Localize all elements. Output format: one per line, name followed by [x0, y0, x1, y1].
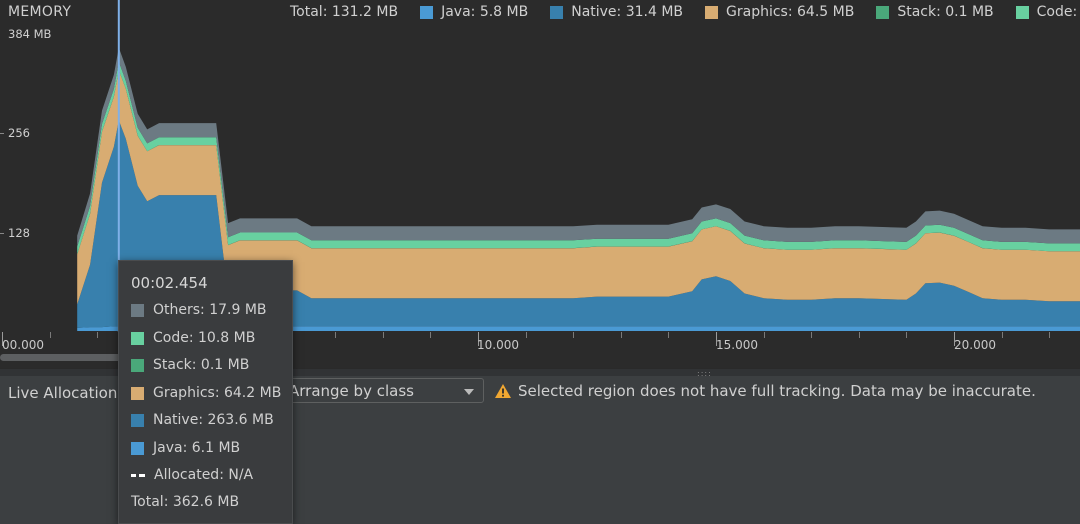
- tooltip-row-label: Native: 263.6 MB: [153, 412, 274, 428]
- x-tick: [97, 332, 98, 338]
- legend-item-graphics: Graphics: 64.5 MB: [705, 4, 854, 20]
- y-tick: [0, 133, 4, 134]
- x-tick: [50, 332, 51, 338]
- tooltip-row-java: Java: 6.1 MB: [131, 440, 240, 456]
- tooltip-row-label: Allocated: N/A: [154, 467, 254, 483]
- tooltip-row-graphics: Graphics: 64.2 MB: [131, 385, 281, 401]
- x-tick-label-10: 10.000: [477, 338, 519, 352]
- legend-label: Native: 31.4 MB: [571, 4, 684, 20]
- splitter[interactable]: [0, 368, 1080, 376]
- x-tick: [2, 332, 3, 346]
- legend-swatch: [550, 5, 564, 19]
- tooltip-row-label: Graphics: 64.2 MB: [153, 385, 282, 401]
- tooltip-row-label: Stack: 0.1 MB: [153, 357, 250, 373]
- x-tick: [621, 332, 622, 338]
- y-tick-label-384: 384 MB: [8, 27, 52, 41]
- x-tick: [906, 332, 907, 338]
- legend: Total: 131.2 MB Java: 5.8 MB Native: 31.…: [290, 4, 1080, 20]
- chart-title: MEMORY: [8, 4, 72, 20]
- x-tick: [478, 332, 479, 346]
- legend-item-stack: Stack: 0.1 MB: [876, 4, 994, 20]
- live-allocation-label: Live Allocation: [8, 384, 118, 402]
- tooltip-row-allocated: Allocated: N/A: [131, 467, 253, 483]
- arrange-by-value: Arrange by class: [289, 382, 414, 400]
- warning-icon: [495, 384, 511, 398]
- tooltip-row-label: Code: 10.8 MB: [153, 330, 256, 346]
- tooltip-row-label: Others: 17.9 MB: [153, 302, 267, 318]
- tooltip-row-stack: Stack: 0.1 MB: [131, 357, 249, 373]
- tooltip-swatch: [131, 413, 144, 427]
- x-tick: [526, 332, 527, 338]
- tooltip-total: Total: 362.6 MB: [131, 494, 240, 510]
- y-tick: [0, 233, 4, 234]
- tooltip-swatch: [131, 303, 144, 317]
- legend-label: Graphics: 64.5 MB: [726, 4, 855, 20]
- chevron-down-icon: [464, 389, 474, 395]
- x-tick: [1049, 332, 1050, 338]
- x-tick-label-15: 15.000: [716, 338, 758, 352]
- legend-item-code: Code: 1: [1015, 4, 1080, 20]
- x-tick: [1002, 332, 1003, 338]
- x-tick: [811, 332, 812, 338]
- tooltip-time: 00:02.454: [131, 274, 208, 292]
- tooltip-row-code: Code: 10.8 MB: [131, 330, 255, 346]
- tooltip-row-others: Others: 17.9 MB: [131, 302, 267, 318]
- tooltip-row-label: Java: 6.1 MB: [153, 440, 241, 456]
- legend-total: Total: 131.2 MB: [290, 4, 398, 20]
- legend-label: Stack: 0.1 MB: [897, 4, 994, 20]
- x-tick-label-0: 00.000: [2, 338, 44, 352]
- tooltip-swatch: [131, 358, 144, 372]
- timeline-scrollbar[interactable]: [0, 354, 130, 361]
- tooltip-swatch: [131, 331, 144, 345]
- x-tick: [430, 332, 431, 338]
- legend-item-java: Java: 5.8 MB: [420, 4, 528, 20]
- x-tick: [954, 332, 955, 346]
- tooltip-swatch: [131, 386, 144, 400]
- tooltip-row-native: Native: 263.6 MB: [131, 412, 274, 428]
- x-tick: [335, 332, 336, 338]
- legend-swatch: [876, 5, 890, 19]
- tooltip-swatch: [131, 441, 144, 455]
- x-tick: [859, 332, 860, 338]
- arrange-by-dropdown[interactable]: Arrange by class: [283, 378, 484, 403]
- warning-text: Selected region does not have full track…: [518, 382, 1036, 400]
- area-others: [77, 47, 1080, 247]
- x-tick: [764, 332, 765, 338]
- x-tick: [716, 332, 717, 346]
- legend-swatch: [420, 5, 434, 19]
- legend-label: Code: 1: [1036, 4, 1080, 20]
- x-tick-label-20: 20.000: [954, 338, 996, 352]
- legend-label: Java: 5.8 MB: [441, 4, 529, 20]
- legend-total-label: Total: 131.2 MB: [290, 4, 399, 20]
- x-tick: [573, 332, 574, 338]
- legend-item-native: Native: 31.4 MB: [550, 4, 683, 20]
- area-java: [77, 326, 1080, 331]
- y-tick-label-128: 128: [8, 226, 30, 240]
- x-tick: [383, 332, 384, 338]
- x-tick: [668, 332, 669, 338]
- y-tick-label-256: 256: [8, 126, 30, 140]
- splitter-grip-icon[interactable]: ::::: [697, 369, 712, 378]
- dashed-line-icon: [131, 473, 145, 477]
- area-graphics: [77, 70, 1080, 305]
- tracking-warning: Selected region does not have full track…: [494, 382, 1036, 400]
- memory-tooltip: 00:02.454 Others: 17.9 MB Code: 10.8 MB …: [118, 260, 293, 524]
- legend-swatch: [1015, 5, 1029, 19]
- legend-swatch: [705, 5, 719, 19]
